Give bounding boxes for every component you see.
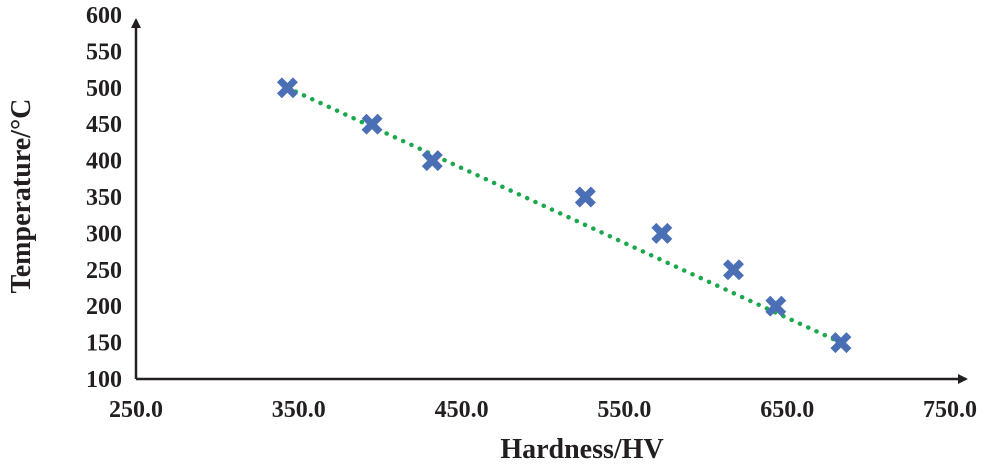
x-tick-label: 450.0 <box>435 397 489 423</box>
y-tick-label: 600 <box>86 3 122 29</box>
data-point <box>765 295 787 317</box>
data-point <box>574 186 596 208</box>
y-tick-label: 350 <box>86 185 122 211</box>
x-tick-labels: 250.0 350.0 450.0 550.0 650.0 750.0 <box>109 397 977 423</box>
x-tick-label: 250.0 <box>109 397 163 423</box>
y-tick-label: 450 <box>86 112 122 138</box>
y-tick-label: 300 <box>86 221 122 247</box>
y-tick-label: 200 <box>86 294 122 320</box>
x-tick-label: 650.0 <box>760 397 814 423</box>
x-tick-label: 350.0 <box>272 397 326 423</box>
y-axis-title: Temperature/°C <box>6 99 37 294</box>
y-tick-label: 100 <box>86 367 122 393</box>
x-tick-label: 550.0 <box>597 397 651 423</box>
y-tick-label: 150 <box>86 331 122 357</box>
data-point <box>421 150 443 172</box>
x-axis-title: Hardness/HV <box>500 434 663 465</box>
x-tick-label: 750.0 <box>923 397 977 423</box>
data-point <box>361 113 383 135</box>
y-tick-label: 250 <box>86 258 122 284</box>
data-point <box>276 77 298 99</box>
data-point <box>651 222 673 244</box>
y-tick-labels: 100 150 200 250 300 350 400 450 500 550 600 <box>86 3 122 393</box>
data-points <box>276 77 852 354</box>
y-tick-label: 500 <box>86 76 122 102</box>
y-tick-label: 550 <box>86 39 122 65</box>
data-point <box>723 259 744 281</box>
data-point <box>830 332 852 354</box>
y-tick-label: 400 <box>86 149 122 175</box>
